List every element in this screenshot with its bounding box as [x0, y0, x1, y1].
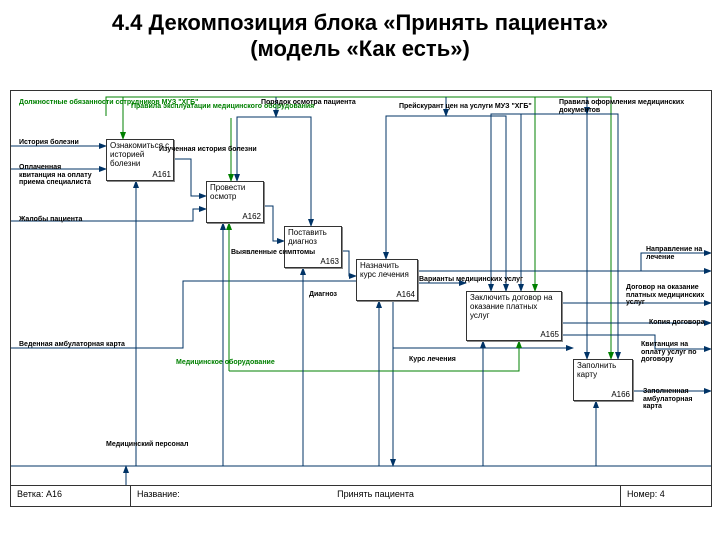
diagram-label: Копия договора	[649, 319, 705, 327]
diagram-label: Квитанция на оплату услуг по договору	[641, 341, 709, 364]
diagram-label: Медицинское оборудование	[176, 359, 275, 367]
page-title: 4.4 Декомпозиция блока «Принять пациента…	[0, 0, 720, 66]
title-line-1: 4.4 Декомпозиция блока «Принять пациента…	[112, 10, 608, 35]
diagram-label: Изученная история болезни	[159, 146, 257, 154]
diagram-label: Курс лечения	[409, 356, 456, 364]
diagram-label: Медицинский персонал	[106, 441, 188, 449]
node-A165: Заключить договор на оказание платных ус…	[466, 291, 562, 341]
title-line-2: (модель «Как есть»)	[250, 36, 470, 61]
diagram-label: Правила оформления медицинских документо…	[559, 99, 711, 114]
diagram-label: Оплаченная квитанция на оплату приема сп…	[19, 164, 99, 187]
diagram-label: Диагноз	[309, 291, 337, 299]
footer-name: Название: Принять пациента	[131, 486, 621, 506]
footer-branch: Ветка: A16	[11, 486, 131, 506]
node-A162: Провести осмотрA162	[206, 181, 264, 223]
diagram-label: История болезни	[19, 139, 79, 147]
diagram-label: Варианты медицинских услуг	[419, 276, 523, 284]
diagram-label: Жалобы пациента	[19, 216, 82, 224]
diagram-footer: Ветка: A16 Название: Принять пациента Но…	[11, 485, 711, 506]
diagram-label: Направление на лечение	[646, 246, 711, 261]
idef0-diagram: Ветка: A16 Название: Принять пациента Но…	[10, 90, 712, 507]
node-A163: Поставить диагнозA163	[284, 226, 342, 268]
diagram-label: Прейскурант цен на услуги МУЗ "ХГБ"	[399, 103, 532, 111]
node-A166: Заполнить картуA166	[573, 359, 633, 401]
footer-num: Номер: 4	[621, 486, 711, 506]
diagram-label: Договор на оказание платных медицинских …	[626, 284, 708, 307]
diagram-label: Заполненная амбулаторная карта	[643, 388, 708, 411]
node-A164: Назначить курс леченияA164	[356, 259, 418, 301]
diagram-label: Порядок осмотра пациента	[261, 99, 356, 107]
diagram-label: Выявленные симптомы	[231, 249, 315, 257]
diagram-label: Веденная амбулаторная карта	[19, 341, 125, 349]
